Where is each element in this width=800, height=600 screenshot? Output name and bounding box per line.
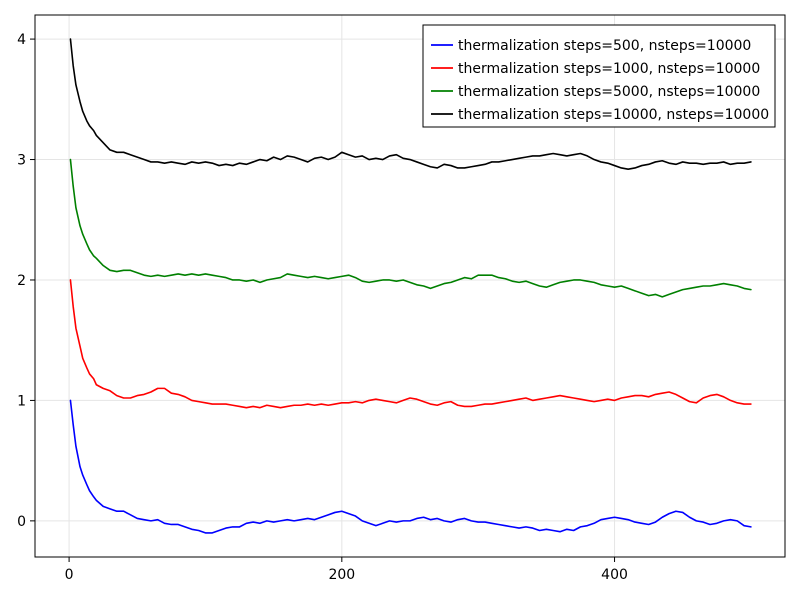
x-tick-label: 400: [601, 567, 628, 583]
axis-ticks: 0 200 400 0 1 2 3 4: [17, 32, 628, 583]
series-line-0: [69, 399, 752, 534]
x-tick-label: 200: [328, 567, 355, 583]
legend-label: thermalization steps=5000, nsteps=10000: [458, 84, 760, 100]
series-line-2: [69, 158, 752, 298]
series-line-1: [69, 279, 752, 409]
legend-box: [422, 24, 776, 128]
legend-label: thermalization steps=500, nsteps=10000: [458, 38, 751, 54]
y-tick-label: 0: [17, 514, 26, 530]
series-lines: [69, 38, 752, 534]
y-tick-label: 2: [17, 273, 26, 289]
plot-frame: [34, 14, 786, 558]
legend-label: thermalization steps=10000, nsteps=10000: [458, 107, 769, 123]
y-tick-label: 4: [17, 32, 26, 48]
series-line-3: [69, 38, 752, 170]
legend-label: thermalization steps=1000, nsteps=10000: [458, 61, 760, 77]
legend: thermalization steps=500, nsteps=10000 th…: [422, 24, 776, 128]
y-tick-label: 1: [17, 393, 26, 409]
x-tick-label: 0: [65, 567, 74, 583]
y-tick-label: 3: [17, 153, 26, 169]
